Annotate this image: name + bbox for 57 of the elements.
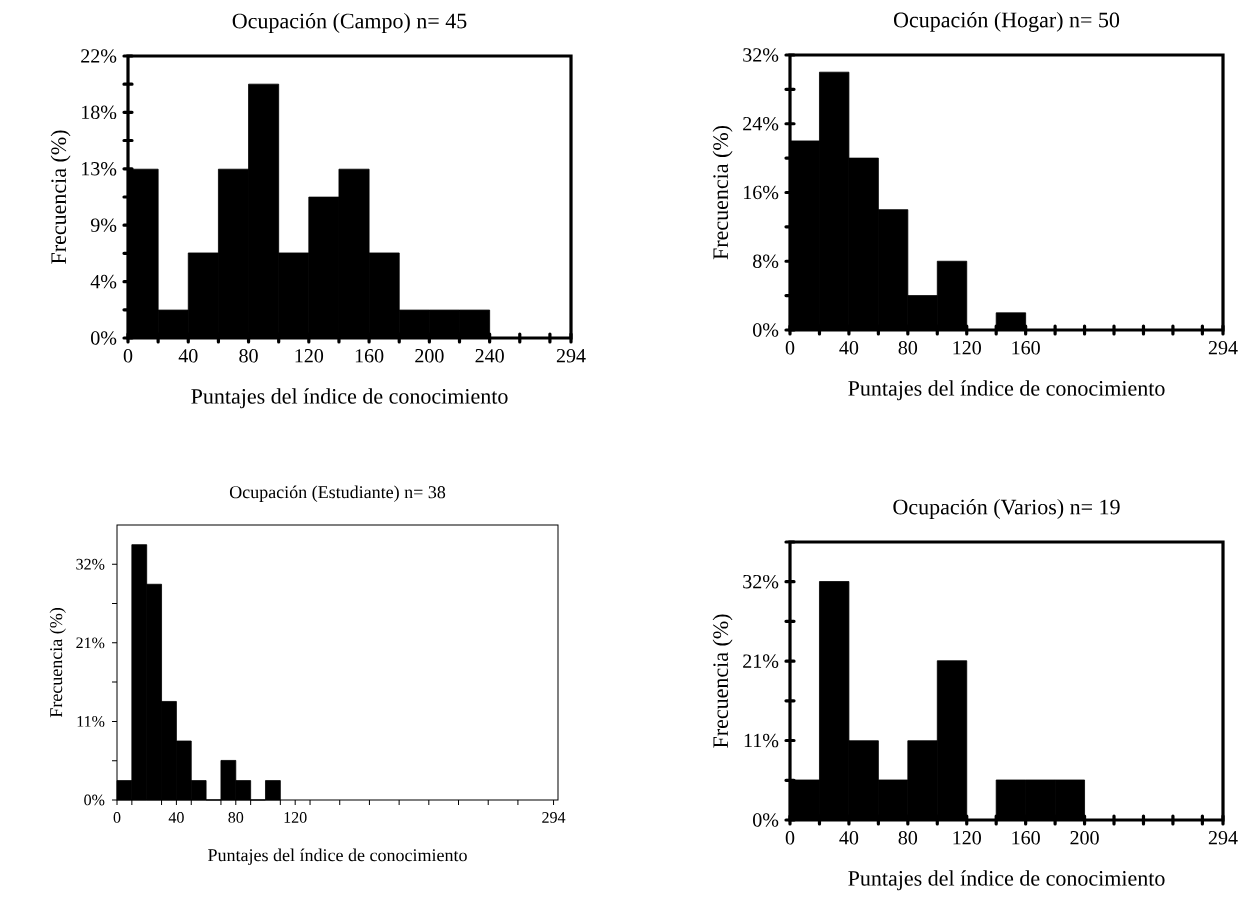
y-tick-label: 21% — [76, 637, 105, 649]
x-tick-label: 294 — [1208, 831, 1238, 845]
y-tick-label: 18% — [82, 105, 117, 120]
x-tick-label: 40 — [839, 341, 859, 355]
x-axis-title: Puntajes del índice de conocimiento — [848, 870, 1165, 891]
y-tick-label: 32% — [76, 558, 105, 570]
x-tick-label: 120 — [953, 341, 981, 355]
x-tick-label: 0 — [785, 341, 795, 355]
chart-title: Ocupación (Hogar) n= 50 — [894, 11, 1120, 32]
y-axis-title: Frecuencia (%) — [49, 608, 66, 718]
x-axis-title: Puntajes del índice de conocimiento — [208, 848, 467, 865]
y-tick-label: 16% — [744, 185, 779, 200]
x-tick-label: 120 — [284, 812, 307, 823]
y-axis-title: Frecuencia (%) — [712, 125, 733, 260]
x-tick-label: 120 — [953, 831, 981, 845]
chart-title: Ocupación (Estudiante) n= 38 — [229, 485, 446, 502]
y-axis-title: Frecuencia (%) — [712, 614, 733, 748]
x-tick-label: 80 — [898, 341, 918, 355]
x-tick-label: 80 — [228, 812, 244, 823]
x-tick-label: 80 — [239, 349, 258, 363]
y-tick-label: 13% — [82, 162, 117, 176]
chart-title: Ocupación (Campo) n= 45 — [232, 12, 467, 33]
x-tick-label: 40 — [168, 812, 184, 823]
x-tick-label: 200 — [415, 349, 444, 363]
x-axis-title: Puntajes del índice de conocimiento — [191, 388, 508, 409]
x-tick-label: 80 — [898, 831, 918, 845]
y-tick-label: 0% — [91, 331, 117, 345]
y-axis-title: Frecuencia (%) — [50, 130, 71, 264]
x-tick-label: 120 — [295, 349, 324, 363]
y-tick-label: 32% — [743, 48, 779, 62]
x-tick-label: 0 — [123, 349, 133, 363]
x-tick-label: 160 — [355, 349, 384, 363]
y-tick-label: 21% — [743, 654, 779, 668]
y-tick-label: 0% — [753, 323, 779, 337]
x-axis-title: Puntajes del índice de conocimiento — [848, 380, 1165, 401]
y-tick-label: 11% — [77, 715, 105, 727]
x-tick-label: 294 — [556, 349, 586, 363]
x-tick-label: 294 — [1208, 341, 1238, 355]
x-tick-label: 160 — [1012, 341, 1040, 355]
y-tick-label: 4% — [90, 274, 117, 289]
x-tick-label: 0 — [785, 831, 795, 845]
y-tick-label: 11% — [744, 733, 779, 748]
x-tick-label: 294 — [542, 812, 566, 823]
y-tick-label: 22% — [81, 49, 117, 63]
x-tick-label: 40 — [178, 349, 198, 363]
y-tick-label: 0% — [753, 813, 779, 827]
y-tick-label: 0% — [84, 794, 105, 806]
x-tick-label: 0 — [113, 812, 121, 823]
x-tick-label: 200 — [1070, 831, 1099, 845]
x-tick-label: 240 — [475, 349, 504, 363]
y-tick-label: 24% — [743, 116, 779, 131]
y-tick-label: 8% — [753, 254, 779, 269]
y-tick-label: 32% — [743, 574, 779, 589]
y-tick-label: 9% — [90, 218, 117, 232]
x-tick-label: 40 — [839, 831, 859, 845]
chart-title: Ocupación (Varios) n= 19 — [893, 498, 1120, 519]
x-tick-label: 160 — [1012, 831, 1040, 845]
